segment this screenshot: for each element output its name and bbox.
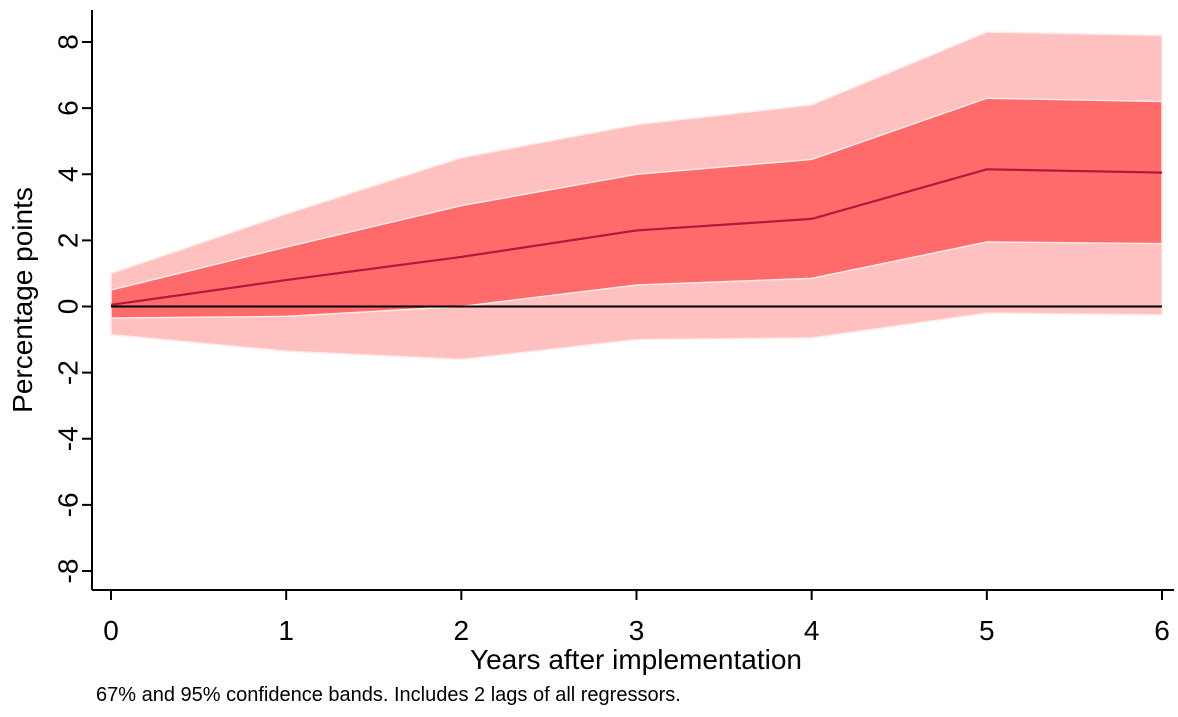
y-axis-title: Percentage points xyxy=(7,187,38,413)
y-tick-label: 2 xyxy=(53,233,84,249)
y-tick-label: -6 xyxy=(53,492,84,517)
chart-footnote: 67% and 95% confidence bands. Includes 2… xyxy=(96,684,681,706)
x-axis-ticks: 0 1 2 3 4 5 6 xyxy=(103,590,1170,646)
x-tick-label: 2 xyxy=(454,615,470,646)
y-axis-ticks: -8 -6 -4 -2 0 2 4 6 8 xyxy=(53,34,92,584)
y-tick-label: 4 xyxy=(53,166,84,182)
confidence-band-67 xyxy=(110,97,1163,319)
estimate-line xyxy=(110,168,1163,306)
y-tick-label: -2 xyxy=(53,360,84,385)
x-tick-label: 5 xyxy=(979,615,995,646)
y-tick-label: 6 xyxy=(53,100,84,116)
x-tick-label: 0 xyxy=(103,615,119,646)
y-tick-label: -4 xyxy=(53,426,84,451)
x-axis-title: Years after implementation xyxy=(470,644,802,675)
confidence-bands xyxy=(110,31,1163,361)
x-tick-label: 4 xyxy=(804,615,820,646)
y-tick-label: 8 xyxy=(53,34,84,50)
axes xyxy=(91,10,1174,591)
y-tick-label: -8 xyxy=(53,559,84,584)
x-tick-label: 3 xyxy=(629,615,645,646)
x-tick-label: 6 xyxy=(1154,615,1170,646)
x-tick-label: 1 xyxy=(278,615,294,646)
y-tick-label: 0 xyxy=(53,299,84,315)
